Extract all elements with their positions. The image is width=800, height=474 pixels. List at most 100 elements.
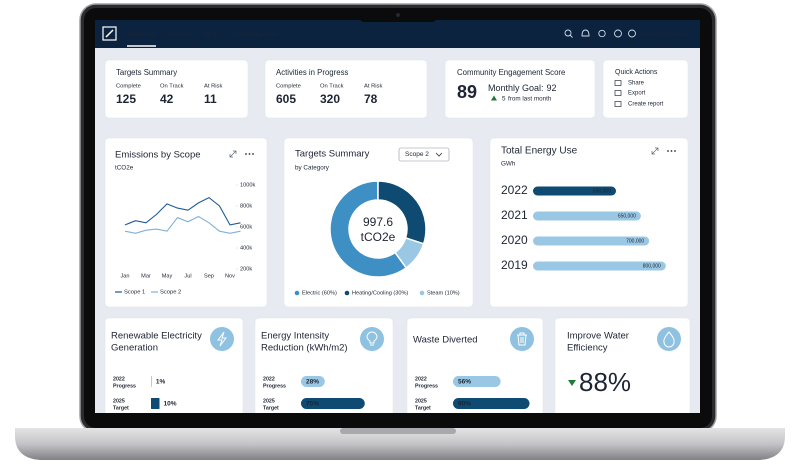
progress-label: 10%: [164, 401, 177, 408]
dropdown-chevron: [435, 152, 443, 157]
user-name[interactable]: Cassidy Robinson: [640, 32, 687, 38]
card-icon-glyph: [517, 332, 527, 346]
bell-icon[interactable]: [581, 29, 590, 37]
row-label: 2022: [415, 376, 427, 382]
y-category-label: 2021: [501, 208, 528, 222]
change-value: 5: [502, 95, 506, 102]
action-icon[interactable]: [614, 80, 622, 86]
card-title: Improve Water: [567, 331, 629, 342]
metric-value: 11: [204, 92, 217, 106]
progress-bar: [151, 398, 160, 409]
row-label: Progress: [113, 383, 136, 389]
metric-value: 78: [364, 92, 378, 106]
metric-label: On Track: [320, 84, 344, 90]
bar: [533, 236, 650, 246]
x-tick-label: Nov: [225, 273, 235, 279]
big-value: 88%: [579, 367, 631, 397]
card-title: Generation: [111, 343, 158, 354]
progress-bar: [151, 376, 152, 387]
y-tick-label: 800k: [240, 203, 252, 209]
legend-label: Scope 2: [160, 290, 181, 296]
row-label: Progress: [263, 383, 286, 389]
metric-label: At Risk: [364, 84, 382, 90]
card-title: Community Engagement Score: [457, 68, 565, 77]
chart-title: Emissions by Scope: [115, 150, 201, 161]
quick-action[interactable]: Create report: [628, 102, 664, 108]
card-icon-glyph: [217, 331, 227, 347]
up-triangle: [491, 95, 497, 101]
legend-label: Heating/Cooling (30%): [352, 290, 408, 296]
quick-action[interactable]: Share: [628, 81, 645, 87]
bar-value-label: 650,000: [618, 213, 636, 219]
card-title: Efficiency: [567, 343, 608, 354]
search-icon-handle: [569, 34, 573, 38]
metric-value: 42: [160, 92, 174, 106]
goal-label: Monthly Goal:: [488, 83, 544, 93]
chart-title: Total Energy Use: [501, 146, 578, 157]
card-title: Quick Actions: [615, 69, 658, 76]
metric-value: 125: [116, 92, 136, 106]
bar-value-label: 500,000: [593, 188, 611, 194]
x-tick-label: May: [162, 273, 173, 279]
engagement-card: [444, 59, 596, 119]
chart-subtitle: by Category: [295, 165, 330, 172]
legend-label: Electric (60%): [302, 290, 337, 296]
search-icon[interactable]: [564, 29, 572, 37]
action-icon[interactable]: [614, 90, 622, 96]
goal-card: [254, 317, 394, 413]
summary-card: [104, 59, 249, 119]
progress-bar: [301, 398, 365, 409]
center-unit: tCO2e: [361, 230, 396, 244]
data-line: [124, 196, 241, 226]
progress-label: 90%: [458, 401, 471, 408]
nav-item[interactable]: Reporting: [167, 32, 192, 38]
card-title: Targets Summary: [116, 68, 177, 77]
nav-item[interactable]: Knowledge Base: [233, 32, 277, 38]
menu-dot: [674, 150, 676, 152]
avatar-icon[interactable]: [628, 29, 636, 38]
quick-action[interactable]: Export: [628, 91, 646, 97]
base-notch: [340, 428, 456, 434]
legend-dot: [419, 290, 425, 296]
help-icon[interactable]: [614, 29, 622, 38]
y-tick-label: 400k: [240, 245, 252, 251]
y-tick-label: 200k: [240, 266, 252, 272]
card-title: Activities in Progress: [276, 68, 348, 77]
metric-value: 605: [276, 92, 296, 106]
bar: [533, 186, 616, 196]
metric-label: Complete: [116, 84, 141, 90]
card-title: Energy Intensity: [261, 331, 329, 342]
expand-icon[interactable]: [651, 147, 659, 155]
donut-segment: [394, 237, 425, 269]
goal-card: [406, 317, 544, 413]
progress-bar: [453, 398, 530, 409]
dropdown[interactable]: [398, 147, 450, 162]
row-label: 2025: [415, 398, 427, 404]
summary-card: [264, 59, 428, 119]
donut-segment: [329, 180, 408, 278]
change-text: 5 from last month: [502, 95, 552, 102]
card-title: Renewable Electricity: [111, 331, 202, 342]
expand-icon[interactable]: [229, 150, 237, 158]
logo[interactable]: [102, 26, 117, 41]
legend-dot: [344, 290, 350, 296]
bar-value-label: 800,000: [643, 263, 661, 269]
nav-item[interactable]: Offices: [203, 32, 221, 38]
change-label: from last month: [508, 95, 552, 102]
nav-item[interactable]: Dashboard: [128, 32, 156, 38]
progress-label: 56%: [458, 379, 471, 386]
card-icon: [657, 327, 681, 351]
row-label: Progress: [415, 383, 438, 389]
y-category-label: 2019: [501, 258, 528, 272]
y-category-label: 2020: [501, 233, 528, 247]
chart-card: [489, 137, 689, 308]
x-tick-label: Jul: [184, 273, 191, 279]
quick-actions-card: [602, 59, 689, 119]
x-tick-label: Sep: [204, 273, 214, 279]
bar-value-label: 700,000: [626, 238, 644, 244]
progress-label: 1%: [156, 379, 166, 386]
metric-label: At Risk: [204, 84, 222, 90]
action-icon[interactable]: [614, 101, 622, 107]
progress-label: 28%: [306, 379, 319, 386]
settings-icon[interactable]: [598, 29, 606, 38]
